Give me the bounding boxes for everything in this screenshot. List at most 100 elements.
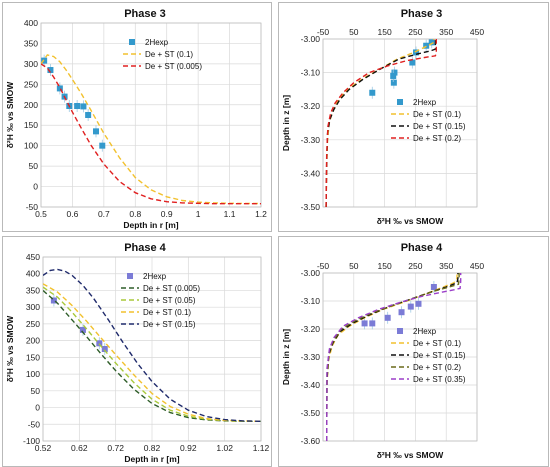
x-tick-label: -50: [317, 27, 330, 37]
legend-label: De + ST (0.1): [143, 308, 191, 317]
y-tick-label: -3.30: [301, 352, 321, 362]
chart-svg: Phase 3 0.5 0.6 0.7 0.8 0.9 1 1.1 1.2 -50 0 50 100 15…: [5, 8, 267, 230]
y-tick-label: -3.00: [301, 268, 321, 278]
series-group: [43, 286, 261, 423]
x-tick-label: 350: [439, 261, 453, 271]
legend-label: De + ST (0.1): [145, 50, 193, 59]
data-point: [79, 326, 86, 333]
series-group: [50, 294, 108, 355]
legend: 2Hexp De + ST (0.1) De + ST (0.005): [123, 38, 202, 71]
x-tick-label: 150: [378, 261, 392, 271]
data-point: [99, 142, 106, 149]
chart-phase4-radial: Phase 4 0.52 0.62 0.72 0.82 0.92 1.02 1.12 -100 -…: [2, 236, 272, 467]
x-tick-label: 0.82: [144, 443, 161, 453]
x-tick-label: 0.52: [35, 443, 52, 453]
legend-marker: [397, 99, 403, 105]
series-line: [41, 63, 261, 205]
data-point: [80, 103, 87, 110]
legend-label: De + ST (0.1): [413, 110, 461, 119]
y-tick-label: 0: [35, 403, 40, 413]
legend-label: De + ST (0.005): [145, 62, 202, 71]
chart-title: Phase 4: [124, 242, 166, 254]
legend-label: De + ST (0.05): [143, 296, 196, 305]
y-tick-label: -3.50: [301, 202, 321, 212]
x-tick-label: 1.2: [255, 209, 267, 219]
series-group: [43, 289, 261, 423]
data-point: [390, 72, 397, 79]
x-axis-label: δ²H ‰ vs SMOW: [377, 216, 445, 226]
series-group: [325, 39, 438, 207]
y-axis-label: Depth in z [m]: [281, 95, 291, 151]
y-tick-label: 400: [24, 18, 38, 28]
series-line: [41, 54, 261, 205]
chart-phase3-radial: Phase 3 0.5 0.6 0.7 0.8 0.9 1 1.1 1.2 -50 0 50 100 15…: [2, 2, 272, 232]
data-point: [93, 128, 99, 135]
y-tick-label: -100: [23, 436, 40, 446]
y-tick-label: 100: [24, 141, 38, 151]
legend: 2Hexp De + ST (0.1) De + ST (0.15) De + ST …: [391, 98, 466, 143]
y-tick-label: -3.00: [301, 34, 321, 44]
legend-label: 2Hexp: [413, 327, 437, 336]
y-tick-label: 50: [31, 386, 41, 396]
x-tick-label: 450: [470, 261, 484, 271]
y-tick-label: 450: [26, 252, 40, 262]
data-point: [398, 309, 405, 316]
chart-svg: Phase 4 -50 50 150 250 350 450 -3.00 -3.10 -3.20 -…: [281, 242, 484, 460]
series-group: [41, 54, 106, 152]
series-line: [326, 273, 462, 441]
series-group: [361, 281, 437, 330]
x-tick-label: 450: [470, 27, 484, 37]
y-tick-label: 400: [26, 269, 40, 279]
chart-phase3-vertical: Phase 3 -50 50 150 250 350 450 -3.00 -3.10 -3.20 -…: [278, 2, 549, 232]
x-tick-label: 1: [196, 209, 201, 219]
series-line: [43, 286, 261, 423]
x-tick-label: 150: [378, 27, 392, 37]
chart-title: Phase 3: [124, 8, 166, 20]
series-group: [41, 63, 261, 205]
x-tick-label: 1.02: [216, 443, 233, 453]
y-tick-label: -3.10: [301, 296, 321, 306]
chart-svg: Phase 4 0.52 0.62 0.72 0.82 0.92 1.02 1.12 -100 -…: [5, 242, 270, 464]
legend-label: De + ST (0.15): [143, 320, 196, 329]
series-line: [43, 268, 261, 422]
data-point: [391, 69, 398, 76]
data-point: [56, 85, 63, 92]
y-tick-label: 0: [33, 182, 38, 192]
data-point: [423, 42, 430, 49]
x-tick-label: 0.8: [129, 209, 141, 219]
data-point: [407, 303, 414, 310]
plot-frame: [322, 272, 478, 442]
chart-title: Phase 4: [401, 242, 443, 254]
series-line: [43, 283, 261, 422]
legend-label: De + ST (0.35): [413, 375, 466, 384]
legend-marker: [129, 39, 135, 45]
plot-frame: [42, 256, 262, 442]
y-tick-label: 150: [24, 120, 38, 130]
y-tick-label: -3.40: [301, 380, 321, 390]
y-tick-label: 200: [26, 336, 40, 346]
x-tick-label: 0.5: [35, 209, 47, 219]
y-tick-label: -3.10: [301, 68, 321, 78]
chart-phase4-vertical: Phase 4 -50 50 150 250 350 450 -3.00 -3.10 -3.20 -…: [278, 236, 549, 467]
y-tick-label: 300: [26, 302, 40, 312]
data-point: [413, 49, 420, 56]
x-tick-label: 0.9: [161, 209, 173, 219]
legend-label: De + ST (0.2): [413, 134, 461, 143]
y-tick-label: 300: [24, 59, 38, 69]
legend-label: De + ST (0.1): [413, 339, 461, 348]
data-point: [428, 39, 435, 46]
x-tick-label: 0.62: [71, 443, 88, 453]
legend-label: 2Hexp: [143, 272, 167, 281]
y-tick-label: 350: [26, 285, 40, 295]
y-tick-label: -50: [26, 202, 39, 212]
data-point: [74, 103, 81, 110]
x-tick-label: 0.7: [98, 209, 110, 219]
data-point: [101, 346, 108, 352]
legend-marker: [127, 273, 133, 279]
y-tick-label: 150: [26, 352, 40, 362]
x-tick-label: -50: [317, 261, 330, 271]
x-axis-label: Depth in r [m]: [124, 454, 179, 464]
data-point: [409, 59, 416, 66]
legend-marker: [397, 328, 403, 334]
y-tick-label: 350: [24, 38, 38, 48]
